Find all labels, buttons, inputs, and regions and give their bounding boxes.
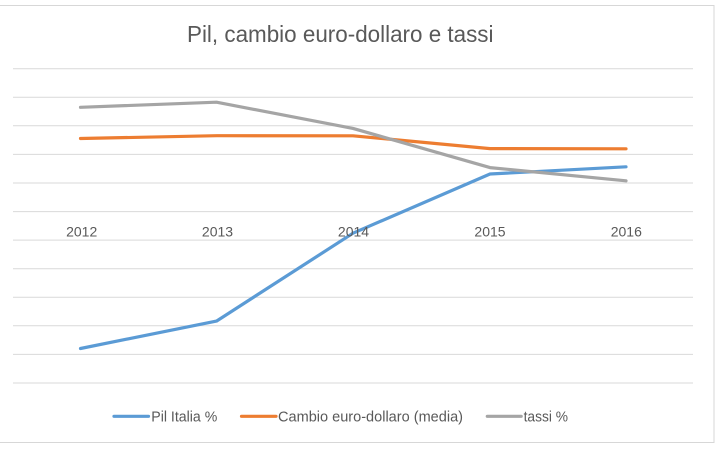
svg-text:2014: 2014: [338, 224, 369, 240]
svg-text:2012: 2012: [66, 224, 97, 240]
svg-text:2015: 2015: [474, 224, 505, 240]
svg-text:2013: 2013: [202, 224, 233, 240]
svg-text:tassi %: tassi %: [524, 409, 568, 426]
svg-text:Pil Italia %: Pil Italia %: [151, 409, 217, 426]
svg-text:2016: 2016: [611, 224, 642, 240]
svg-text:Pil, cambio euro-dollaro e tas: Pil, cambio euro-dollaro e tassi: [187, 21, 494, 47]
svg-text:Cambio euro-dollaro (media): Cambio euro-dollaro (media): [278, 409, 463, 426]
